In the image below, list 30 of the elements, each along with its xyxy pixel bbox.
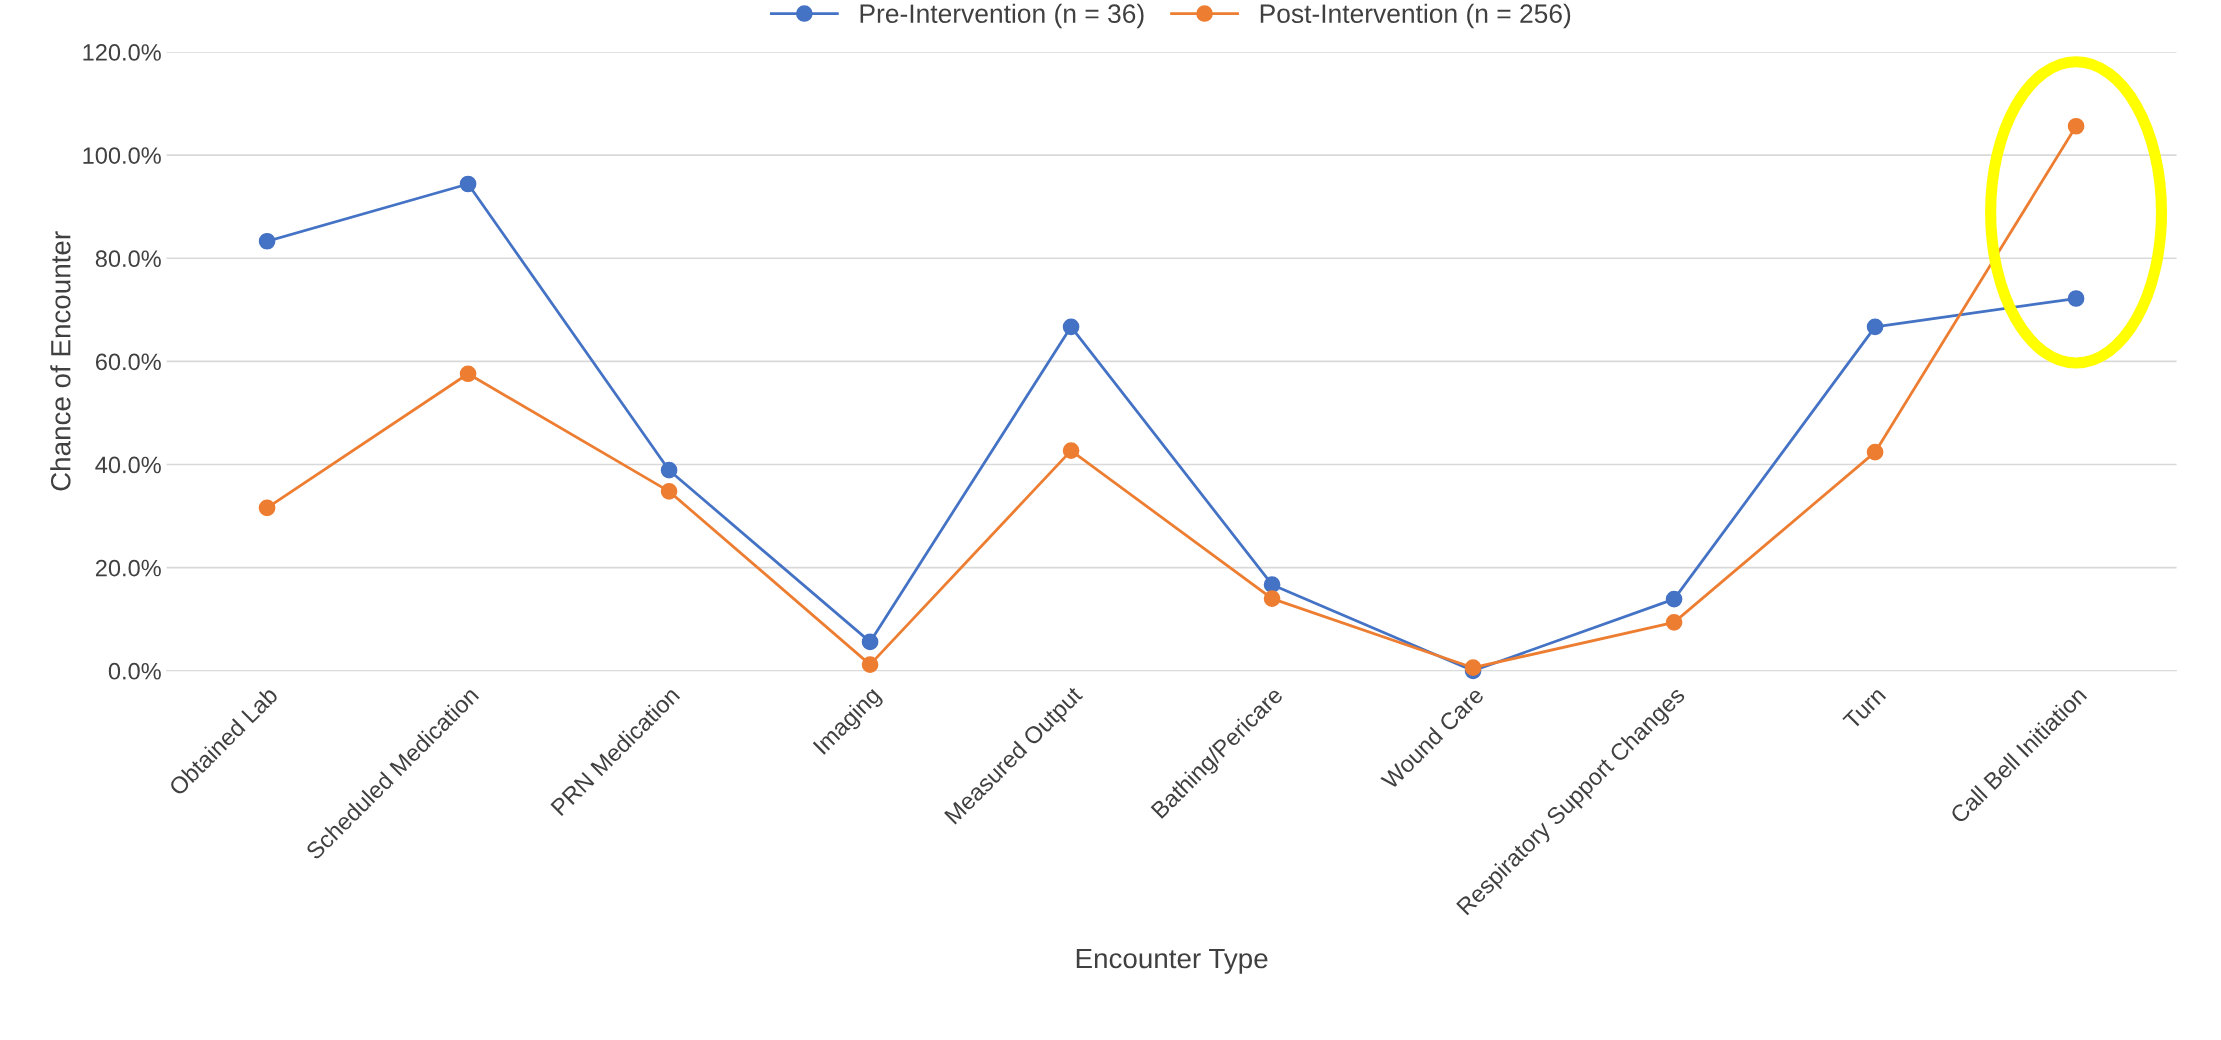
point	[1062, 318, 1080, 336]
y-tick-label: 100.0%	[83, 147, 161, 164]
y-tick-label: 120.0%	[83, 44, 161, 61]
point	[1263, 590, 1281, 607]
point	[1665, 590, 1683, 608]
point	[1866, 443, 1884, 461]
y-axis-title: Chance of Encounter	[50, 231, 71, 491]
x-tick-label: Turn	[1842, 686, 1887, 731]
y-tick-label: 40.0%	[95, 456, 161, 474]
point	[459, 175, 477, 193]
point	[660, 461, 678, 479]
y-tick-label: 0.0%	[108, 662, 161, 680]
point	[1665, 613, 1683, 631]
point	[2067, 290, 2085, 307]
point	[258, 232, 276, 250]
legend-label: Post-Intervention (n = 256)	[1260, 3, 1571, 29]
point	[2067, 117, 2085, 135]
point	[258, 499, 276, 517]
point	[1062, 442, 1080, 459]
point	[1263, 576, 1281, 594]
point	[1866, 318, 1884, 336]
point	[660, 483, 678, 500]
legend-label: Pre-Intervention (n = 36)	[860, 3, 1144, 29]
point	[861, 633, 879, 651]
point	[459, 365, 477, 383]
point	[861, 656, 879, 673]
x-axis-title: Encounter Type	[1076, 948, 1268, 974]
y-tick-label: 60.0%	[95, 353, 161, 371]
y-tick-label: 20.0%	[95, 559, 161, 577]
y-tick-label: 80.0%	[95, 250, 161, 268]
